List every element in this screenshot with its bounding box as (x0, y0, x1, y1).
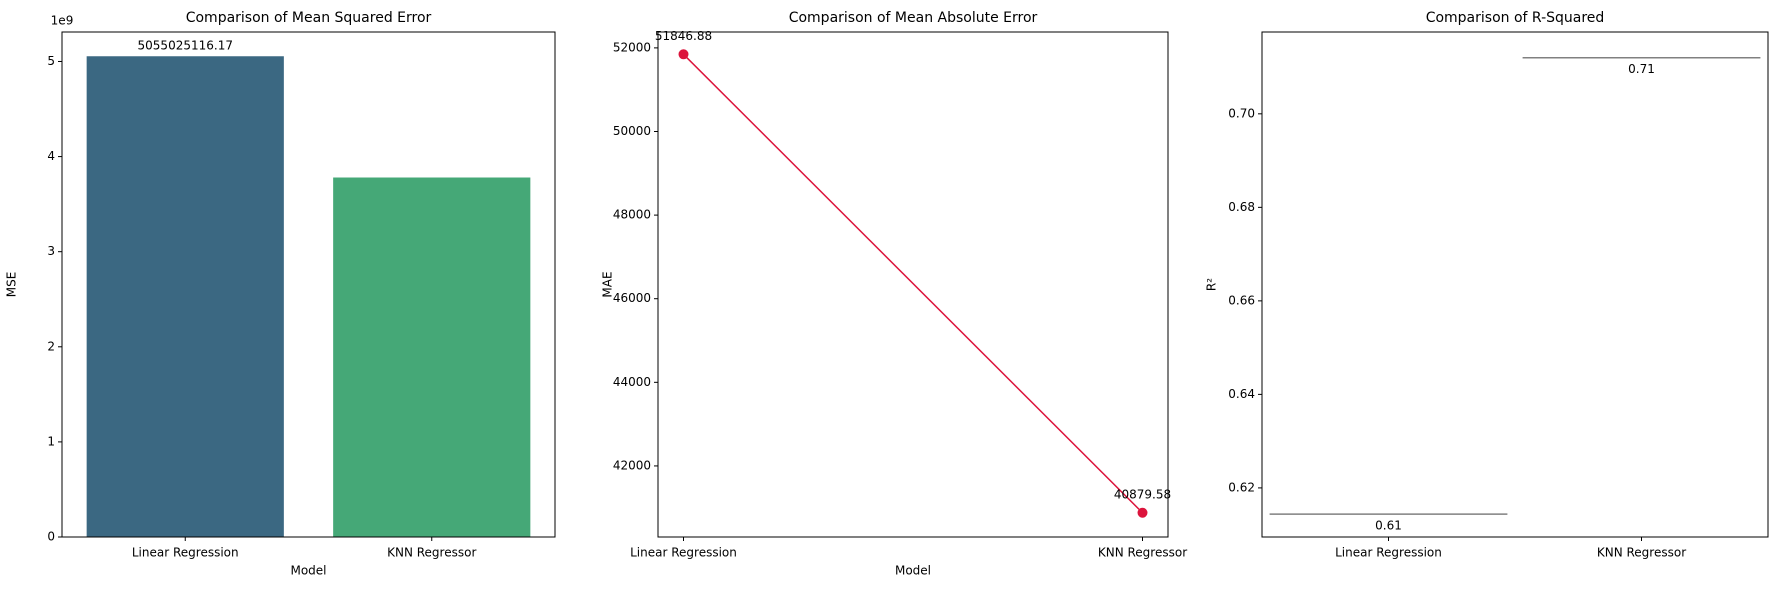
chart-panel: Comparison of Mean Squared Error Model MSE… (5, 10, 556, 578)
chart-title: Comparison of Mean Absolute Error (789, 10, 1038, 26)
data-point (1137, 507, 1148, 518)
y-tick-label: 0.64 (1228, 387, 1255, 401)
x-axis-label: Model (290, 564, 326, 578)
x-tick-label: KNN Regressor (1098, 546, 1187, 560)
y-tick-label: 5 (47, 54, 55, 68)
plot-frame (657, 31, 1169, 538)
y-axis-label: MAE (601, 271, 615, 297)
y-tick-label: 0.62 (1228, 480, 1255, 494)
value-label: 40879.58 (1114, 487, 1171, 501)
value-label: 0.71 (1628, 62, 1655, 76)
value-label: 0.61 (1375, 519, 1402, 533)
y-tick-label: 4 (47, 149, 55, 163)
y-tick-label: 50000 (613, 124, 651, 138)
bar (333, 177, 531, 537)
x-axis-label: Model (895, 564, 931, 578)
x-tick-label: Linear Regression (630, 546, 737, 560)
y-tick-label: 0.70 (1228, 106, 1255, 120)
y-axis-label: MSE (5, 272, 19, 298)
y-tick-label: 44000 (613, 375, 651, 389)
data-line (682, 53, 1144, 514)
value-label: 5055025116.17 (138, 39, 233, 53)
x-tick-label: KNN Regressor (1597, 546, 1686, 560)
chart-panel: Comparison of Mean Absolute Error Model MA… (601, 10, 1188, 578)
y-offset-label: 1e9 (51, 14, 74, 28)
y-tick-label: 46000 (613, 291, 651, 305)
y-tick-label: 0.66 (1228, 293, 1255, 307)
bar (86, 56, 284, 537)
x-tick-label: Linear Regression (132, 546, 239, 560)
plot-frame (1261, 31, 1769, 538)
y-tick-label: 0 (47, 530, 55, 544)
y-tick-label: 0.68 (1228, 200, 1255, 214)
y-tick-label: 52000 (613, 40, 651, 54)
chart-title: Comparison of Mean Squared Error (186, 10, 432, 26)
y-tick-label: 3 (47, 244, 55, 258)
y-axis-label: R² (1205, 278, 1219, 291)
value-label: 51846.88 (655, 29, 712, 43)
data-point (678, 49, 689, 60)
y-tick-label: 42000 (613, 458, 651, 472)
x-tick-label: Linear Regression (1335, 546, 1442, 560)
chart-panel: Comparison of R-Squared R² 0.62 0.64 0.66 0.6… (1205, 10, 1769, 560)
plot-frame (61, 31, 556, 538)
y-tick-label: 1 (47, 434, 55, 448)
y-tick-label: 2 (47, 339, 55, 353)
y-tick-label: 48000 (613, 208, 651, 222)
x-tick-label: KNN Regressor (387, 546, 476, 560)
chart-title: Comparison of R-Squared (1426, 10, 1605, 26)
